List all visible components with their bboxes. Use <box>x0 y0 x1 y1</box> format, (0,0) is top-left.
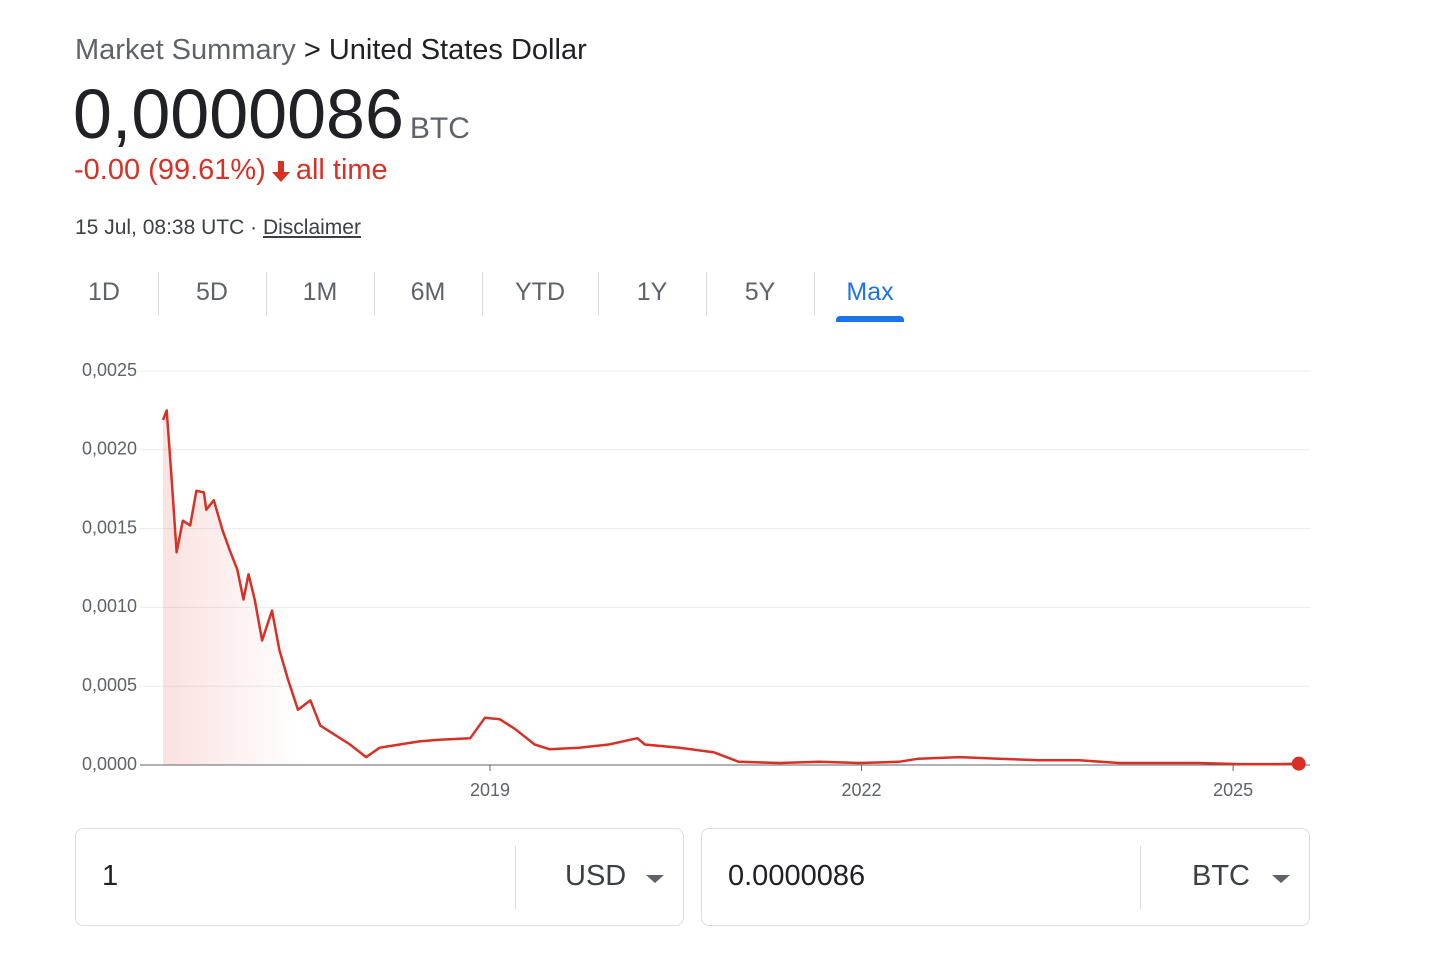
y-tick-label: 0,0015 <box>82 517 137 537</box>
from-amount[interactable]: 1 <box>102 860 119 892</box>
change-value: -0.00 (99.61%) <box>74 154 266 186</box>
tab-separator <box>158 272 159 316</box>
x-tick-label: 2019 <box>470 780 510 800</box>
active-indicator <box>836 316 904 322</box>
to-amount[interactable]: 0.0000086 <box>728 860 866 892</box>
price-line <box>161 409 1299 766</box>
range-tab[interactable]: YTD <box>515 278 565 306</box>
y-tick-label: 0,0000 <box>82 754 137 774</box>
price-unit: BTC <box>409 112 470 145</box>
from-currency[interactable]: USD <box>565 860 627 892</box>
separator: · <box>250 216 258 239</box>
disclaimer-link[interactable]: Disclaimer <box>262 216 361 239</box>
tab-separator <box>814 272 815 316</box>
to-currency[interactable]: BTC <box>1192 860 1250 892</box>
timestamp: 15 Jul, 08:38 UTC <box>75 216 245 239</box>
tab-separator <box>706 272 707 316</box>
dropdown-icon[interactable] <box>646 875 664 883</box>
down-arrow <box>271 160 290 182</box>
from-field[interactable]: 1 USD <box>75 828 684 926</box>
tab-separator <box>598 272 599 316</box>
breadcrumb-current: United States Dollar <box>328 34 587 66</box>
price: 0,0000086 BTC <box>73 74 470 154</box>
tab-separator <box>266 272 267 316</box>
chart: 0,0000 0,0005 0,0010 0,0015 0,0020 0,0025 2019… <box>82 360 1310 800</box>
breadcrumb: Market Summary > United States Dollar <box>75 34 587 67</box>
change-period: all time <box>295 154 388 186</box>
timestamp-row: 15 Jul, 08:38 UTC · Disclaimer <box>75 216 361 240</box>
range-tab[interactable]: Max <box>846 278 894 306</box>
range-tab[interactable]: 5Y <box>744 278 776 306</box>
y-tick-label: 0,0020 <box>82 439 137 459</box>
x-tick-label: 2022 <box>842 780 882 800</box>
price-value: 0,0000086 <box>73 75 404 153</box>
range-tab[interactable]: 5D <box>196 278 228 306</box>
range-tab[interactable]: 1D <box>88 278 120 306</box>
line-area <box>163 410 1299 765</box>
change: -0.00 (99.61%) all time <box>74 154 388 187</box>
y-tick-label: 0,0010 <box>82 596 137 616</box>
divider <box>515 846 516 910</box>
divider <box>1140 846 1141 910</box>
tab-separator <box>374 272 375 316</box>
y-tick-label: 0,0025 <box>82 360 137 380</box>
range-tab[interactable]: 6M <box>410 278 446 306</box>
to-field[interactable]: 0.0000086 BTC <box>701 828 1310 926</box>
y-tick-label: 0,0005 <box>82 675 137 695</box>
range-tab[interactable]: 1Y <box>636 278 668 306</box>
tab-separator <box>482 272 483 316</box>
dropdown-icon[interactable] <box>1272 875 1290 883</box>
end-point <box>1291 756 1306 771</box>
breadcrumb-separator: > <box>303 34 321 66</box>
range-tab[interactable]: 1M <box>302 278 338 306</box>
breadcrumb-link[interactable]: Market Summary <box>75 34 296 66</box>
x-tick-label: 2025 <box>1213 780 1253 800</box>
